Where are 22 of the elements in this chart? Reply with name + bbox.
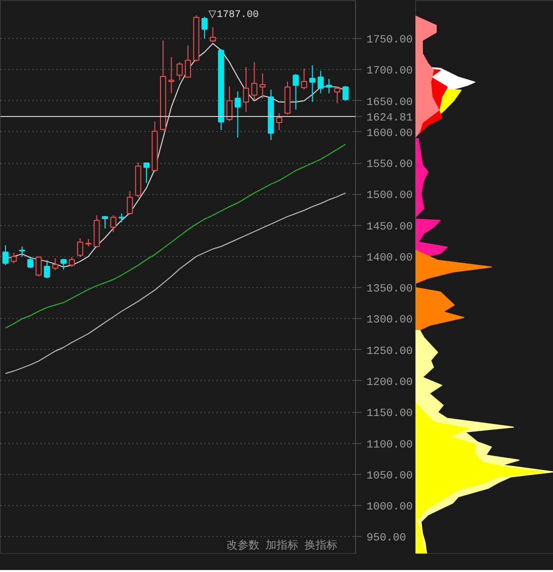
y-tick-label: 950.00: [366, 532, 406, 545]
y-tick-label: 1300.00: [366, 314, 413, 327]
y-tick-label: 1350.00: [366, 284, 413, 296]
y-tick-label: 1050.00: [366, 470, 413, 482]
ref-line-label: 1624.81: [366, 112, 414, 124]
y-tick-label: 1450.00: [366, 221, 413, 234]
y-tick-label: 1600.00: [366, 128, 413, 140]
y-tick-label: 1200.00: [366, 377, 413, 389]
annotation: 改参数: [226, 538, 260, 552]
y-tick-label: 1250.00: [366, 346, 413, 358]
y-tick-label: 1650.00: [366, 96, 413, 109]
y-tick-label: 1000.00: [366, 502, 413, 514]
y-tick-label: 1550.00: [366, 159, 413, 172]
annotation: ▽1787.00: [208, 10, 259, 21]
y-tick-label: 1700.00: [366, 66, 413, 78]
annotation: 换指标: [304, 538, 338, 552]
annotation: 加指标: [266, 538, 298, 552]
y-tick-label: 1750.00: [366, 34, 413, 46]
y-tick-label: 1100.00: [366, 439, 413, 452]
y-tick-label: 1150.00: [366, 408, 413, 420]
y-tick-label: 1500.00: [366, 190, 413, 202]
y-tick-label: 1400.00: [366, 252, 413, 264]
